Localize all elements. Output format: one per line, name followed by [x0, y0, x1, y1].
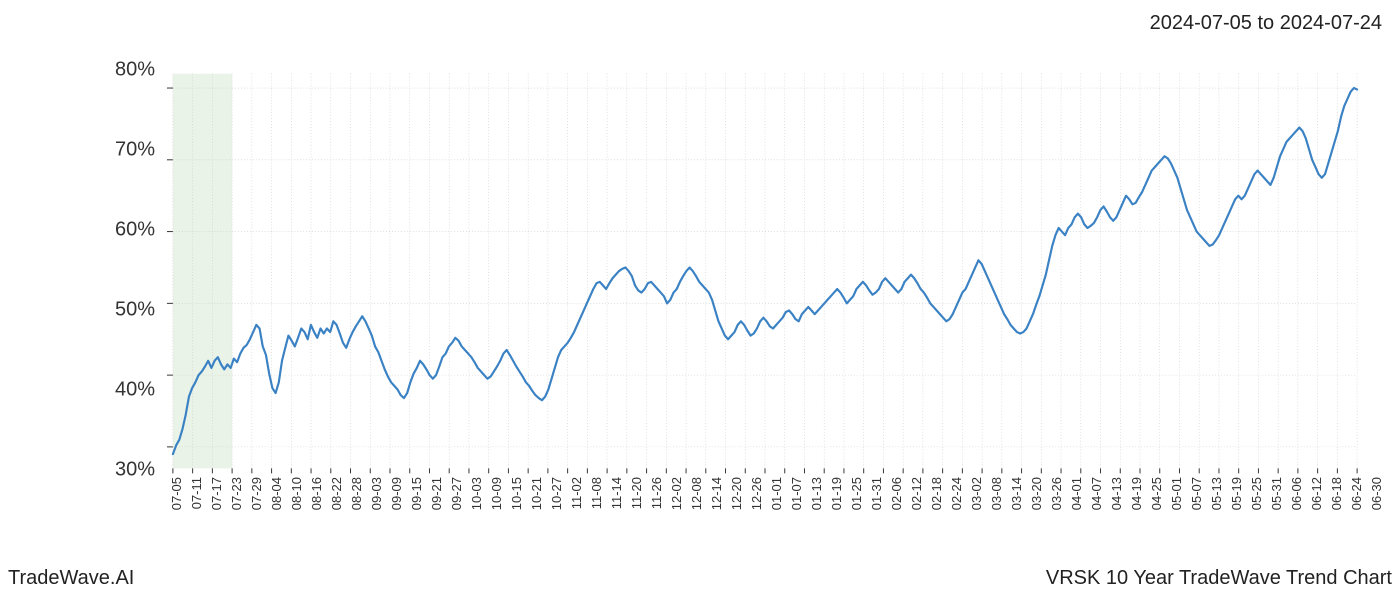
x-tick-label: 02-12 — [909, 477, 924, 510]
x-tick-label: 03-14 — [1009, 477, 1024, 510]
x-tick-label: 11-20 — [629, 477, 644, 509]
x-tick-label: 01-13 — [809, 477, 824, 510]
y-axis: 80% 70% 60% 50% 40% 30% — [95, 70, 155, 470]
x-tick-label: 10-09 — [489, 477, 504, 510]
x-tick-label: 09-03 — [369, 477, 384, 510]
x-tick-label: 09-15 — [409, 477, 424, 510]
date-range: 2024-07-05 to 2024-07-24 — [1150, 12, 1382, 35]
x-tick-label: 05-19 — [1229, 477, 1244, 510]
x-tick-label: 03-26 — [1049, 477, 1064, 510]
y-tick-label: 50% — [95, 299, 155, 322]
brand-label: TradeWave.AI — [8, 567, 134, 590]
y-tick-label: 60% — [95, 219, 155, 242]
y-tick-label: 40% — [95, 379, 155, 402]
x-tick-label: 12-20 — [729, 477, 744, 510]
highlight-band — [173, 74, 232, 469]
x-tick-label: 05-01 — [1169, 477, 1184, 510]
x-axis: 07-05 07-11 07-17 07-23 07-29 08-04 08-10 08-16… — [165, 475, 1365, 555]
x-tick-label: 09-09 — [389, 477, 404, 510]
x-tick-label: 04-01 — [1069, 477, 1084, 510]
x-tick-label: 05-07 — [1189, 477, 1204, 510]
chart-plot-area — [165, 70, 1365, 470]
x-tick-label: 12-14 — [709, 477, 724, 510]
x-tick-label: 03-08 — [989, 477, 1004, 510]
x-tick-label: 04-25 — [1149, 477, 1164, 510]
x-tick-label: 05-13 — [1209, 477, 1224, 510]
x-tick-label: 08-16 — [309, 477, 324, 510]
x-tick-label: 01-19 — [829, 477, 844, 510]
x-tick-label: 10-15 — [509, 477, 524, 510]
x-tick-label: 01-31 — [869, 477, 884, 510]
x-tick-label: 11-14 — [609, 477, 624, 509]
x-tick-label: 07-29 — [249, 477, 264, 510]
x-tick-label: 10-03 — [469, 477, 484, 510]
chart-svg — [165, 70, 1365, 480]
x-tick-label: 11-08 — [589, 477, 604, 509]
x-tick-label: 08-22 — [329, 477, 344, 510]
y-tick-label: 30% — [95, 459, 155, 482]
x-tick-label: 08-04 — [269, 477, 284, 510]
x-tick-label: 07-05 — [169, 477, 184, 510]
x-tick-label: 04-13 — [1109, 477, 1124, 510]
x-tick-label: 02-24 — [949, 477, 964, 510]
x-tick-label: 06-06 — [1289, 477, 1304, 510]
x-tick-label: 11-02 — [569, 477, 584, 509]
x-tick-label: 08-10 — [289, 477, 304, 510]
x-tick-label: 02-06 — [889, 477, 904, 510]
x-tick-label: 06-12 — [1309, 477, 1324, 510]
x-tick-label: 01-07 — [789, 477, 804, 510]
x-tick-label: 06-30 — [1369, 477, 1384, 510]
x-tick-label: 01-01 — [769, 477, 784, 510]
x-tick-label: 12-08 — [689, 477, 704, 510]
y-tick-label: 80% — [95, 59, 155, 82]
x-tick-label: 06-18 — [1329, 477, 1344, 510]
x-tick-label: 07-11 — [189, 477, 204, 509]
x-tick-label: 03-02 — [969, 477, 984, 510]
x-tick-label: 07-17 — [209, 477, 224, 510]
x-tick-label: 12-26 — [749, 477, 764, 510]
chart-title: VRSK 10 Year TradeWave Trend Chart — [1046, 567, 1392, 590]
x-tick-label: 09-27 — [449, 477, 464, 510]
x-tick-label: 05-25 — [1249, 477, 1264, 510]
x-tick-label: 12-02 — [669, 477, 684, 510]
x-tick-label: 06-24 — [1349, 477, 1364, 510]
x-tick-label: 08-28 — [349, 477, 364, 510]
y-tick-label: 70% — [95, 139, 155, 162]
x-tick-label: 01-25 — [849, 477, 864, 510]
x-tick-label: 04-19 — [1129, 477, 1144, 510]
x-tick-label: 05-31 — [1269, 477, 1284, 510]
series-line — [173, 88, 1357, 454]
x-tick-label: 02-18 — [929, 477, 944, 510]
x-tick-label: 07-23 — [229, 477, 244, 510]
x-tick-label: 10-21 — [529, 477, 544, 510]
x-tick-label: 11-26 — [649, 477, 664, 509]
x-tick-label: 10-27 — [549, 477, 564, 510]
x-tick-label: 09-21 — [429, 477, 444, 510]
x-tick-label: 04-07 — [1089, 477, 1104, 510]
x-tick-label: 03-20 — [1029, 477, 1044, 510]
